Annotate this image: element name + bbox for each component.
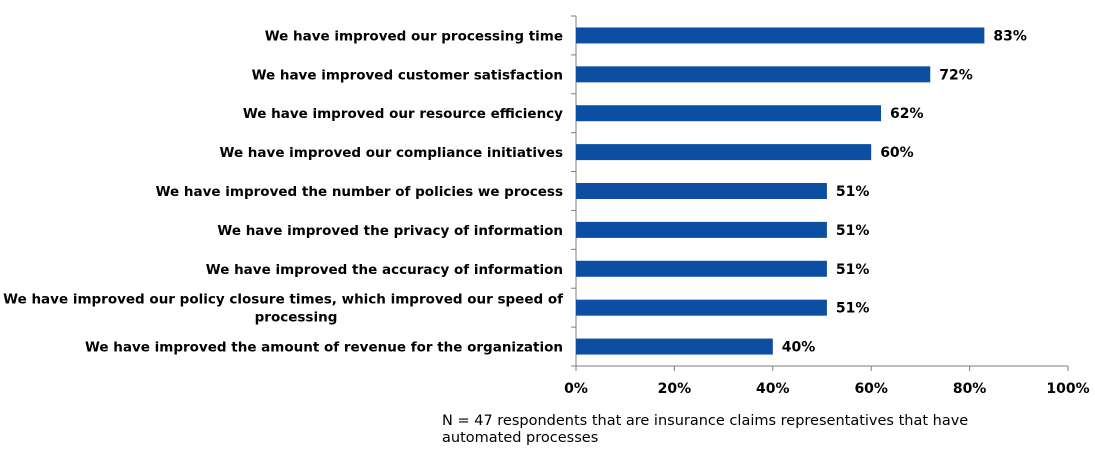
- data-label: 51%: [836, 262, 870, 278]
- category-label: We have improved our resource efficiency: [243, 106, 563, 122]
- x-tick-label: 20%: [658, 381, 692, 397]
- bar: [576, 27, 985, 44]
- data-label: 60%: [880, 145, 914, 161]
- category-label: We have improved our compliance initiati…: [220, 145, 563, 161]
- x-tick-label: 100%: [1046, 381, 1089, 397]
- x-tick-label: 40%: [756, 381, 790, 397]
- bar: [576, 66, 931, 83]
- bar: [576, 260, 827, 277]
- x-tick-label: 60%: [854, 381, 888, 397]
- category-label: We have improved our policy closure time…: [3, 292, 563, 308]
- category-label: We have improved the number of policies …: [156, 184, 563, 200]
- data-label: 72%: [939, 67, 973, 83]
- bar: [576, 144, 872, 161]
- category-labels: We have improved our processing time We h…: [3, 28, 563, 355]
- bar: [576, 338, 773, 355]
- x-tick-labels: 0% 20% 40% 60% 80% 100%: [564, 381, 1090, 397]
- category-label: We have improved the accuracy of informa…: [206, 262, 563, 278]
- data-label: 40%: [782, 340, 816, 356]
- footnote: N = 47 respondents that are insurance cl…: [442, 413, 969, 446]
- value-labels: 83% 72% 62% 60% 51% 51% 51% 51% 40%: [782, 28, 1027, 355]
- category-label: We have improved the privacy of informat…: [217, 223, 563, 239]
- category-label: processing: [255, 310, 338, 326]
- category-label: We have improved our processing time: [265, 28, 563, 44]
- data-label: 51%: [836, 184, 870, 200]
- data-label: 51%: [836, 223, 870, 239]
- chart-bars: [576, 27, 985, 355]
- x-tick-label: 80%: [953, 381, 987, 397]
- bar: [576, 183, 827, 199]
- category-label: We have improved customer satisfaction: [252, 67, 563, 83]
- bar: [576, 221, 827, 238]
- category-label: We have improved the amount of revenue f…: [85, 340, 563, 356]
- data-label: 51%: [836, 301, 870, 317]
- data-label: 62%: [890, 106, 924, 122]
- data-label: 83%: [993, 28, 1027, 44]
- bar: [576, 105, 882, 122]
- bar: [576, 299, 827, 316]
- x-tick-label: 0%: [564, 381, 588, 397]
